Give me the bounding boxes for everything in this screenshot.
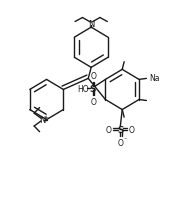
Text: O: O — [90, 72, 96, 81]
Text: O: O — [118, 138, 124, 147]
Text: S: S — [90, 85, 96, 93]
Text: O: O — [129, 125, 135, 134]
Text: N: N — [39, 116, 45, 124]
Text: HO: HO — [78, 85, 89, 93]
Text: S: S — [117, 126, 124, 134]
Text: N: N — [88, 20, 94, 29]
Text: ⁻: ⁻ — [124, 137, 127, 143]
Text: O: O — [106, 125, 112, 134]
Text: O: O — [90, 97, 96, 106]
Text: Na: Na — [150, 74, 160, 82]
Text: +: + — [43, 115, 48, 119]
